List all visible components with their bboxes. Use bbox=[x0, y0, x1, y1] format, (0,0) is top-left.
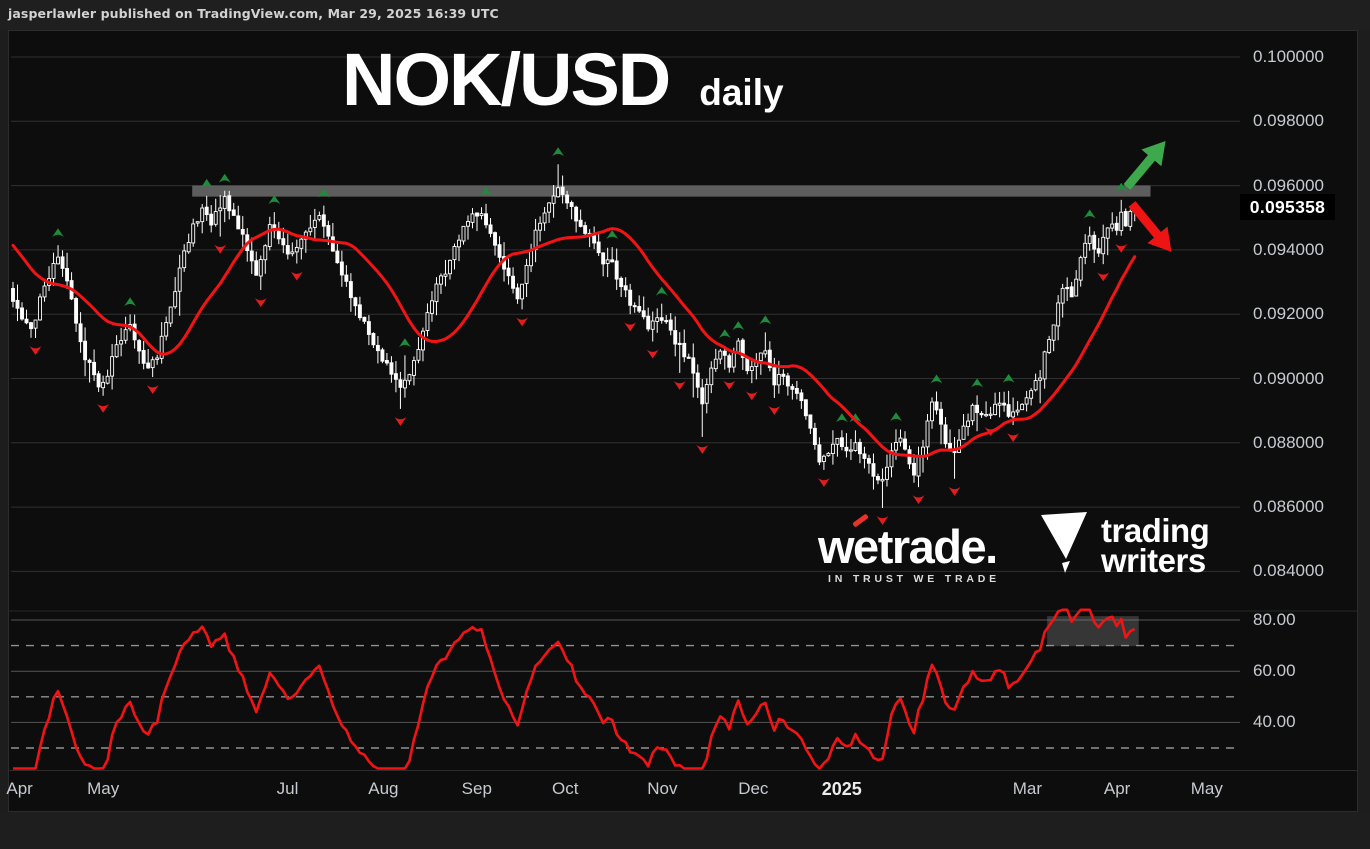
tradingwriters-nib-icon bbox=[1041, 512, 1093, 576]
indicator-tick-label: 80.00 bbox=[1253, 610, 1296, 629]
timeframe-label: daily bbox=[699, 72, 784, 113]
symbol-title: NOK/USD bbox=[342, 38, 671, 121]
price-tick-label: 0.094000 bbox=[1253, 239, 1324, 259]
indicator-tick-label: 60.00 bbox=[1253, 661, 1296, 681]
time-tick-label: 2025 bbox=[821, 779, 862, 799]
last-price-tag: 0.095358 bbox=[1240, 194, 1335, 220]
time-tick-label: May bbox=[87, 779, 120, 798]
price-tick-label: 0.096000 bbox=[1253, 175, 1324, 195]
wetrade-tagline: IN TRUST WE TRADE bbox=[828, 573, 1000, 585]
publish-bar: jasperlawler published on TradingView.co… bbox=[0, 0, 1370, 30]
time-tick-label: Jul bbox=[276, 779, 299, 798]
price-tick-label: 0.092000 bbox=[1253, 304, 1324, 324]
price-tick-label: 0.090000 bbox=[1253, 368, 1324, 388]
indicator-tick-label: 40.00 bbox=[1253, 712, 1296, 732]
time-tick-label: Sep bbox=[461, 779, 492, 798]
wetrade-wordmark: wetrade. bbox=[818, 520, 998, 573]
time-tick-label: Nov bbox=[647, 779, 678, 798]
publish-attribution-text: jasperlawler published on TradingView.co… bbox=[8, 6, 499, 21]
chart-title: NOK/USD daily bbox=[342, 34, 784, 126]
chart-frame bbox=[8, 30, 1358, 812]
price-tick-label: 0.100000 bbox=[1253, 47, 1324, 66]
time-tick-label: Aug bbox=[368, 779, 399, 798]
price-tick-label: 0.088000 bbox=[1253, 432, 1324, 452]
time-tick-label: Apr bbox=[6, 779, 33, 798]
footer-bar: TradingView bbox=[0, 812, 1370, 849]
price-tick-label: 0.086000 bbox=[1253, 497, 1324, 517]
time-tick-label: Dec bbox=[738, 779, 769, 798]
time-tick-label: Mar bbox=[1012, 779, 1043, 798]
tradingwriters-wordmark: trading writers bbox=[1101, 512, 1210, 579]
price-tick-label: 0.084000 bbox=[1253, 561, 1324, 581]
time-tick-label: May bbox=[1190, 779, 1223, 798]
price-tick-label: 0.098000 bbox=[1253, 111, 1324, 131]
tradingwriters-watermark: trading writers bbox=[1041, 512, 1210, 579]
time-tick-label: Oct bbox=[552, 779, 579, 798]
wetrade-watermark: wetrade. IN TRUST WE TRADE bbox=[818, 513, 1018, 585]
time-tick-label: Apr bbox=[1103, 779, 1131, 798]
